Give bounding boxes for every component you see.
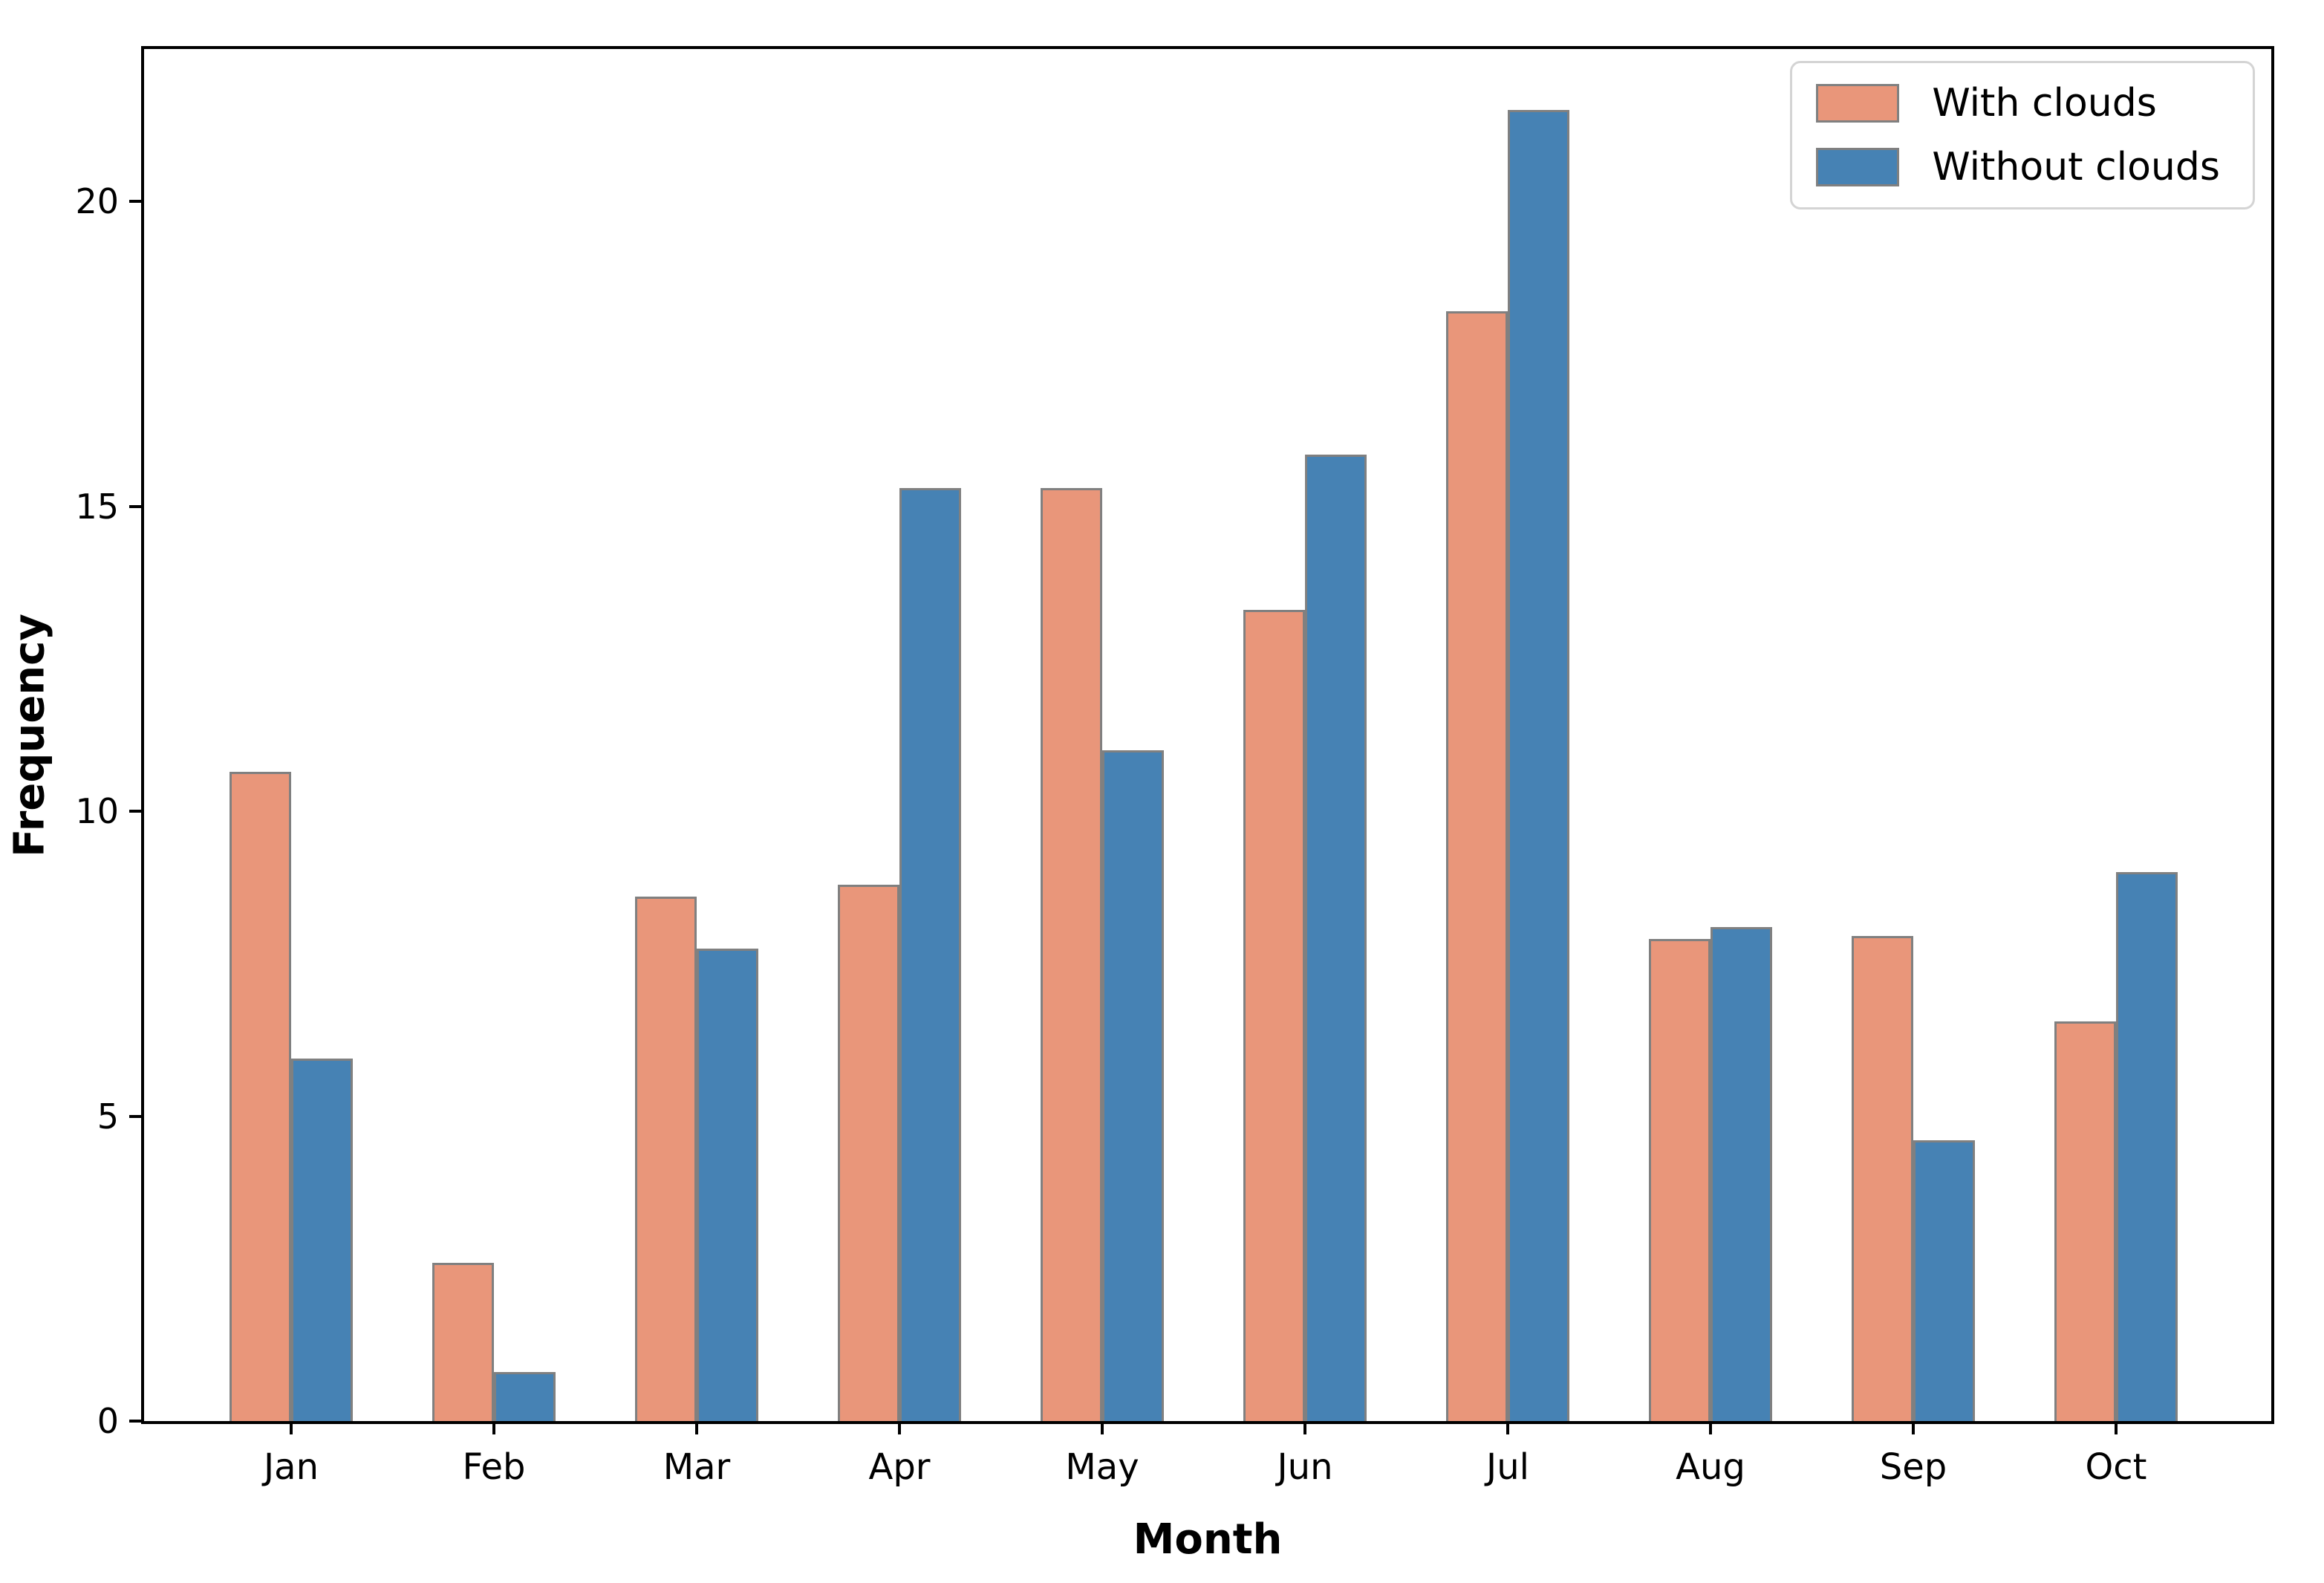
legend-label-with-clouds: With clouds	[1932, 81, 2157, 126]
bar-without-clouds-sep	[1913, 1140, 1975, 1421]
bar-without-clouds-jul	[1508, 110, 1569, 1421]
x-tick-mark-feb	[492, 1421, 495, 1434]
x-tick-label-feb: Feb	[462, 1446, 526, 1488]
y-tick-label-10: 10	[75, 791, 119, 831]
bar-without-clouds-jan	[291, 1059, 353, 1421]
x-tick-mark-may	[1101, 1421, 1104, 1434]
x-tick-label-jun: Jun	[1277, 1446, 1333, 1488]
y-tick-mark-0	[129, 1420, 144, 1423]
bar-with-clouds-mar	[635, 897, 697, 1421]
plot-area: 0 5 10 15 20 Jan Feb Mar Apr May Jun Jul Aug Sep Oct …	[75, 46, 2274, 1485]
y-tick-mark-5	[129, 1115, 144, 1118]
bar-without-clouds-may	[1102, 750, 1164, 1421]
x-tick-mark-mar	[695, 1421, 698, 1434]
bar-with-clouds-oct	[2054, 1021, 2116, 1421]
legend-swatch-without-clouds-icon	[1816, 148, 1900, 186]
legend-item-with-clouds: With clouds	[1816, 84, 2220, 123]
bar-with-clouds-sep	[1852, 936, 1913, 1421]
bar-without-clouds-aug	[1711, 927, 1772, 1421]
x-tick-mark-jul	[1506, 1421, 1509, 1434]
x-tick-label-sep: Sep	[1879, 1446, 1947, 1488]
y-tick-mark-20	[129, 200, 144, 203]
y-tick-label-0: 0	[97, 1401, 119, 1441]
bar-with-clouds-jul	[1446, 311, 1508, 1421]
bar-without-clouds-mar	[697, 949, 758, 1421]
bar-without-clouds-jun	[1305, 455, 1367, 1421]
x-tick-label-mar: Mar	[663, 1446, 731, 1488]
x-tick-mark-jan	[290, 1421, 293, 1434]
y-tick-mark-15	[129, 505, 144, 508]
x-tick-mark-apr	[898, 1421, 901, 1434]
bar-with-clouds-apr	[838, 885, 899, 1421]
bar-without-clouds-oct	[2116, 872, 2178, 1421]
y-tick-mark-10	[129, 810, 144, 813]
legend-swatch-with-clouds-icon	[1816, 84, 1900, 123]
y-axis-label: Frequency	[5, 614, 54, 857]
x-axis-label: Month	[1133, 1515, 1283, 1564]
x-tick-mark-sep	[1912, 1421, 1915, 1434]
x-tick-label-may: May	[1065, 1446, 1139, 1488]
bar-with-clouds-aug	[1649, 939, 1711, 1421]
y-tick-label-20: 20	[75, 181, 119, 221]
x-tick-mark-aug	[1709, 1421, 1712, 1434]
bar-with-clouds-jun	[1243, 610, 1305, 1421]
bar-without-clouds-feb	[494, 1372, 556, 1421]
x-tick-mark-jun	[1303, 1421, 1306, 1434]
bar-without-clouds-apr	[899, 488, 961, 1421]
bar-with-clouds-may	[1041, 488, 1102, 1421]
legend-label-without-clouds: Without clouds	[1932, 145, 2220, 189]
y-tick-label-5: 5	[97, 1096, 119, 1137]
legend-item-without-clouds: Without clouds	[1816, 148, 2220, 186]
x-tick-label-jul: Jul	[1486, 1446, 1529, 1488]
x-tick-label-jan: Jan	[264, 1446, 319, 1488]
legend: With clouds Without clouds	[1790, 61, 2255, 209]
bar-with-clouds-jan	[230, 772, 291, 1421]
y-tick-label-15: 15	[75, 487, 119, 527]
x-tick-mark-oct	[2115, 1421, 2118, 1434]
x-tick-label-apr: Apr	[868, 1446, 931, 1488]
x-tick-label-aug: Aug	[1676, 1446, 1745, 1488]
x-tick-label-oct: Oct	[2085, 1446, 2147, 1488]
bar-with-clouds-feb	[432, 1263, 494, 1421]
